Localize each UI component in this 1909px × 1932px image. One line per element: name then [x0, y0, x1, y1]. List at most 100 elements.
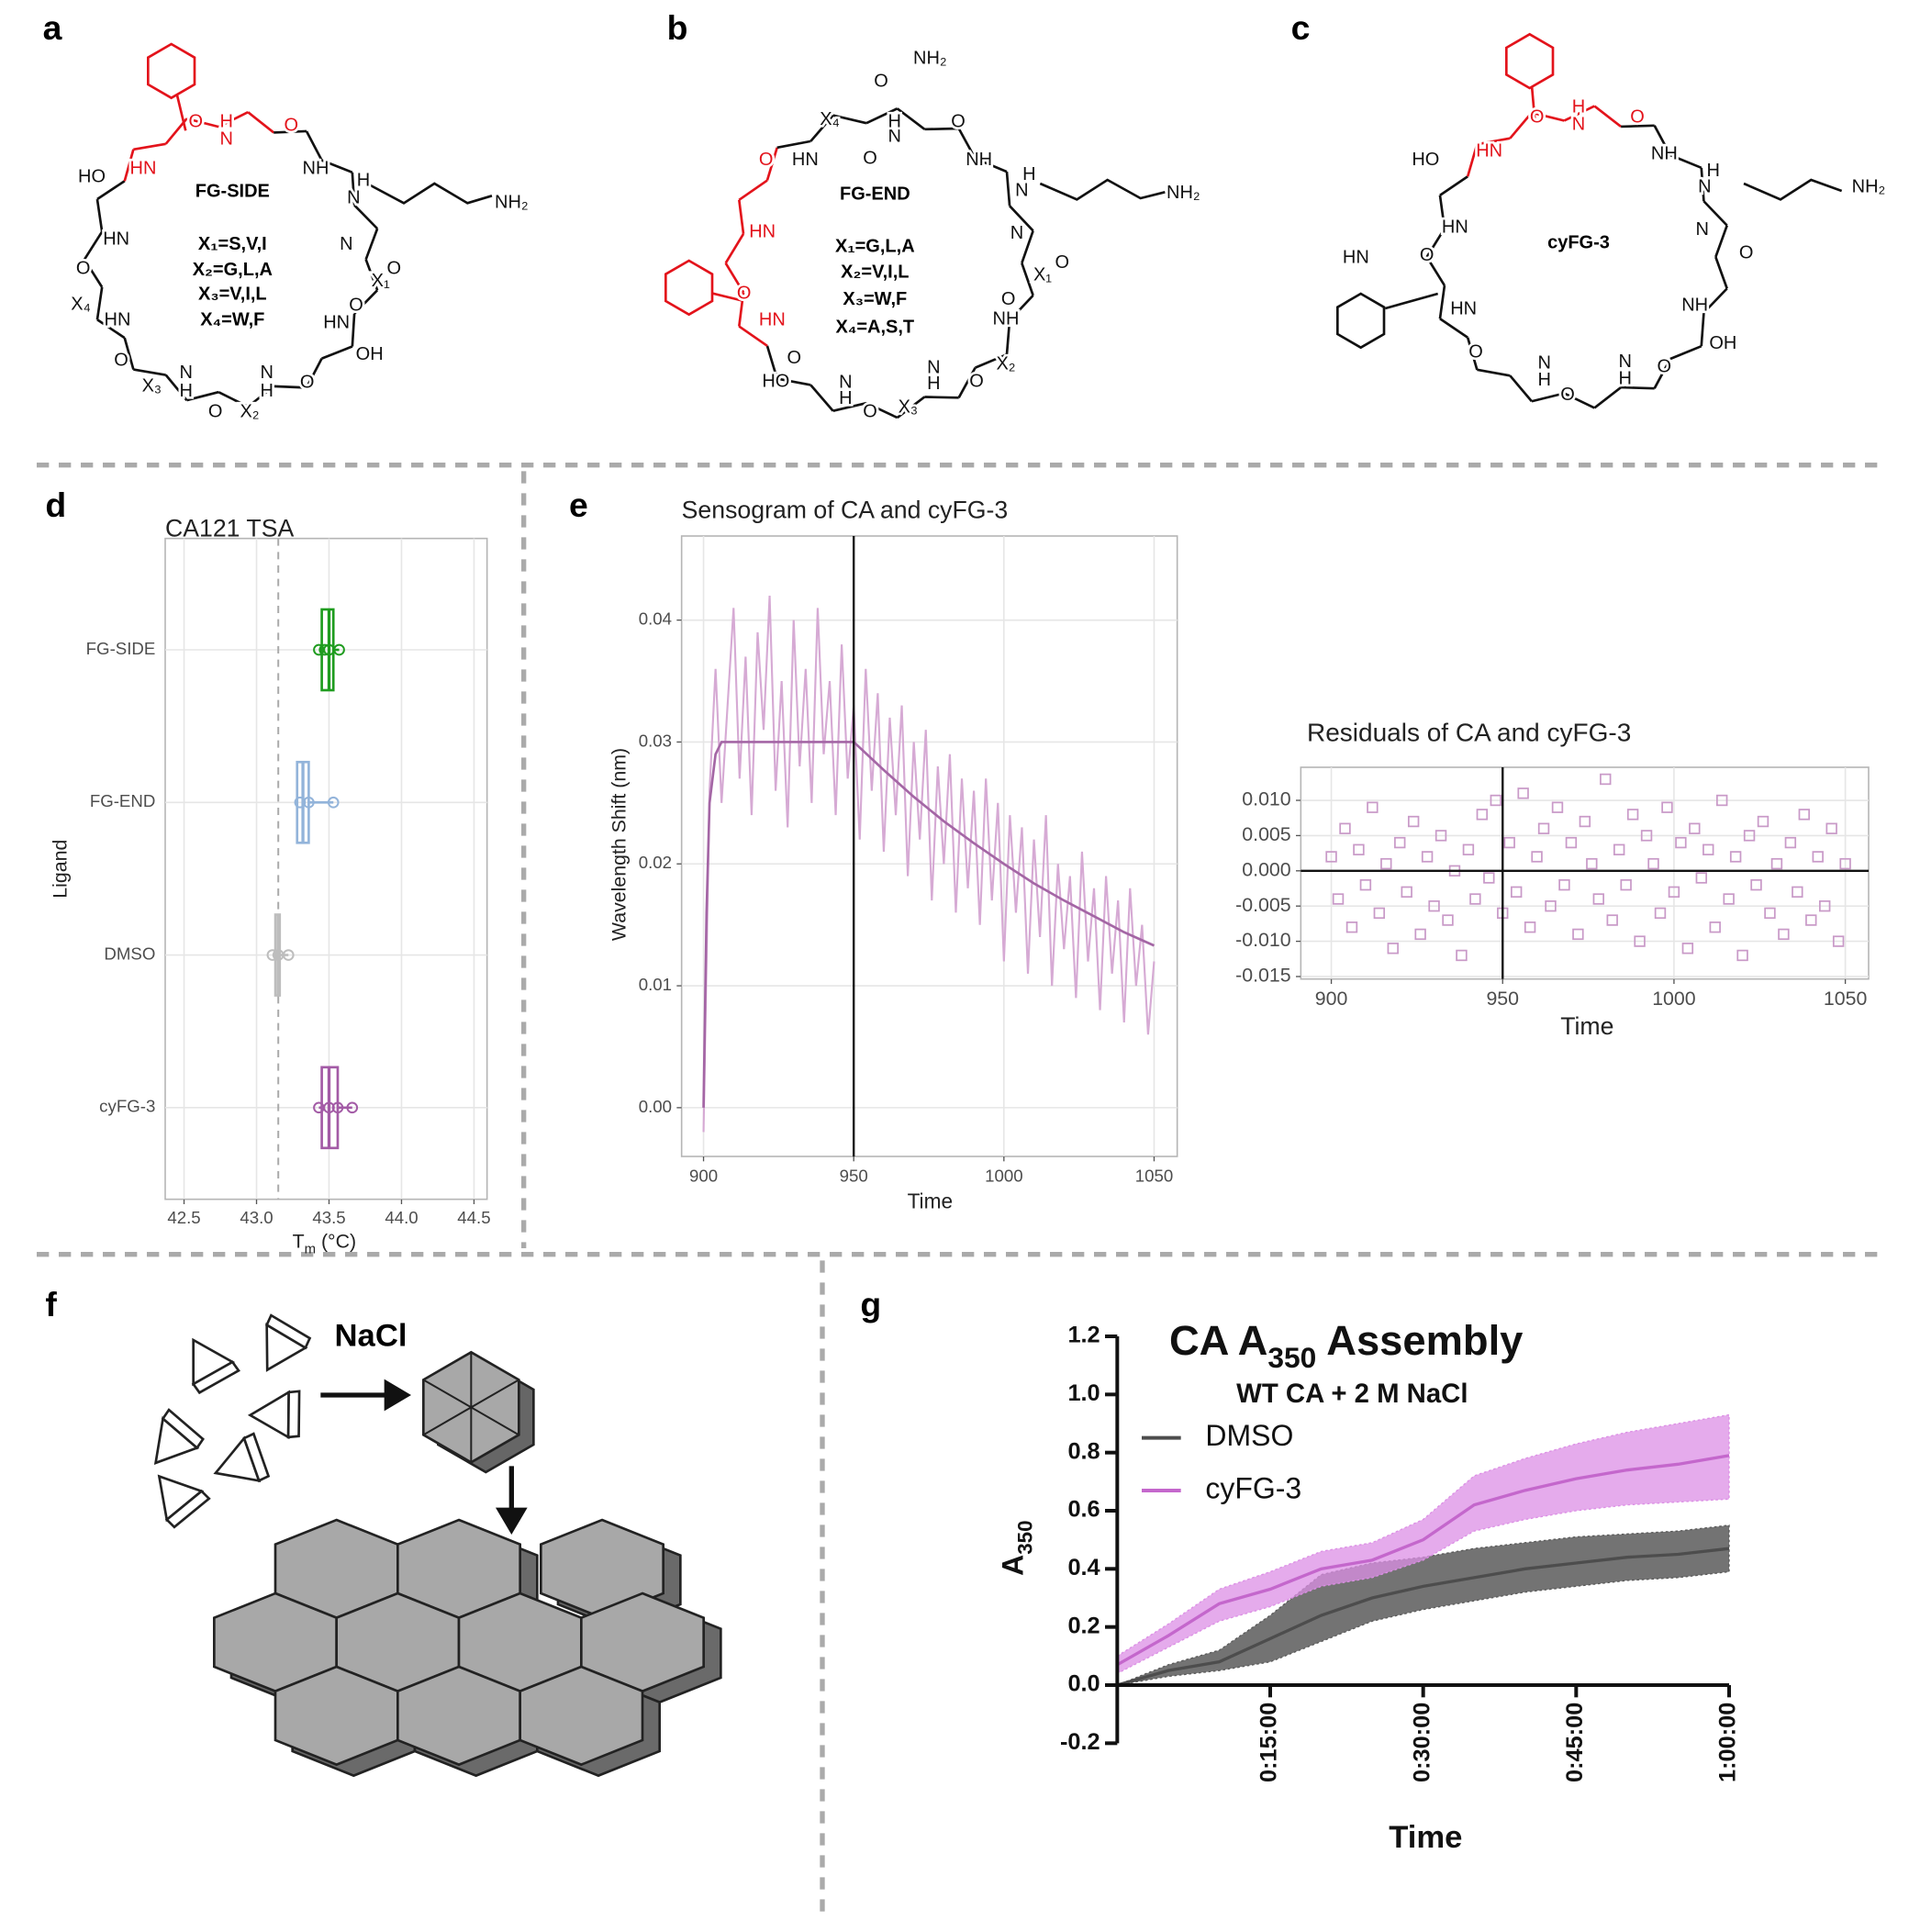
- atom-label: OH: [1709, 333, 1736, 353]
- ring-bond: [1021, 262, 1034, 296]
- ring-bond: [1621, 385, 1655, 390]
- subunit: [249, 1374, 320, 1443]
- ring-bond: [809, 384, 834, 412]
- line: [702, 741, 1155, 1108]
- y-tick-label: 0.0: [1067, 1671, 1100, 1697]
- point: [1620, 878, 1632, 891]
- ring-bond: [123, 149, 135, 182]
- substitution: X₂=G,L,A: [193, 260, 273, 280]
- point: [1729, 851, 1742, 863]
- point: [1600, 773, 1612, 786]
- ring-bond: [1509, 111, 1533, 140]
- atom-label: O: [300, 373, 315, 393]
- atom-label: NH₂: [1167, 183, 1200, 203]
- point: [1456, 949, 1468, 962]
- ring-bond: [95, 286, 104, 320]
- ring-bond: [1009, 294, 1034, 321]
- legend-label: cyFG-3: [1205, 1471, 1301, 1504]
- structure-name: FG-END: [840, 184, 910, 204]
- structure-name: cyFG-3: [1547, 233, 1610, 253]
- atom-label: OH: [356, 344, 384, 364]
- x-tick-label: 1050: [1135, 1167, 1174, 1186]
- subunit: [243, 1302, 315, 1371]
- atom-label: X₄: [71, 294, 91, 314]
- ring-bond: [737, 292, 745, 327]
- y-tick-label: 0.000: [1242, 858, 1291, 880]
- point: [1715, 794, 1728, 807]
- atom-label: X₄: [820, 109, 840, 129]
- chart-title: Sensogram of CA and cyFG-3: [682, 496, 1009, 523]
- ring-bond: [364, 259, 379, 291]
- atom-label: NH: [1681, 296, 1708, 316]
- x-tick-label: 0:45:00: [1562, 1703, 1588, 1782]
- point: [1654, 907, 1667, 920]
- atom-label: X₁: [372, 271, 390, 291]
- atom-label: HN: [105, 310, 131, 330]
- point: [1695, 872, 1707, 884]
- point: [331, 1101, 344, 1114]
- ring-bond: [975, 352, 1008, 369]
- ring-bond: [1714, 256, 1728, 289]
- point: [294, 796, 307, 809]
- atom-label: O: [863, 402, 877, 422]
- point: [1825, 822, 1837, 834]
- ring-bond: [1477, 368, 1511, 377]
- point: [327, 796, 340, 809]
- atom-label: HN: [1476, 141, 1502, 162]
- ring-bond: [1593, 385, 1622, 409]
- point: [1373, 907, 1386, 920]
- atom-label: O: [969, 371, 984, 391]
- atom-label: N: [1015, 180, 1028, 200]
- point: [1784, 836, 1797, 849]
- y-tick-label: FG-SIDE: [86, 639, 156, 658]
- x-tick-label: 44.5: [457, 1208, 490, 1227]
- atom-label: HN: [792, 150, 819, 170]
- lysine-chain: [366, 182, 493, 205]
- point: [1394, 836, 1406, 849]
- point: [1805, 914, 1817, 926]
- point: [1524, 921, 1536, 933]
- x-axis-title: Time: [1560, 1012, 1613, 1040]
- point: [1675, 836, 1687, 849]
- point: [1689, 822, 1701, 834]
- atom-label: NH₂: [495, 193, 529, 213]
- x-axis-title-part: T: [293, 1230, 305, 1252]
- ring-bond: [1714, 225, 1728, 258]
- chart-title-part: CA A: [1169, 1317, 1267, 1364]
- point: [1757, 815, 1769, 828]
- atom-label: N: [927, 358, 940, 378]
- ring-bond: [1531, 392, 1565, 403]
- ring-bond: [776, 377, 811, 386]
- ring-bond: [95, 198, 104, 232]
- point: [1401, 886, 1412, 899]
- atom-label: O: [1420, 245, 1435, 265]
- ring-bond: [274, 129, 307, 134]
- x-tick-label: 950: [1486, 988, 1519, 1010]
- ring-bond: [1531, 111, 1565, 122]
- atom-label: HN: [1343, 248, 1369, 268]
- substitution: X₂=V,I,L: [841, 262, 909, 283]
- panel-label: d: [45, 486, 66, 524]
- point: [1778, 928, 1790, 941]
- atom-label: H: [927, 374, 940, 394]
- atom-label: HO: [78, 167, 106, 187]
- ring-bond: [1009, 205, 1034, 232]
- x-axis-title-part: (°C): [316, 1230, 356, 1252]
- atom-label: O: [1055, 252, 1070, 273]
- ring-bond: [1021, 230, 1034, 264]
- point: [1537, 822, 1550, 834]
- y-tick-label: DMSO: [104, 944, 155, 963]
- atom-label: O: [285, 116, 299, 136]
- point: [1421, 851, 1434, 863]
- point: [1661, 801, 1673, 813]
- point: [1558, 878, 1570, 891]
- point: [1792, 886, 1803, 899]
- atom-label: H: [1618, 369, 1631, 389]
- panel-label: c: [1291, 8, 1311, 47]
- ring-bond: [1439, 318, 1468, 339]
- subunit: [158, 1467, 215, 1530]
- atom-label: N: [347, 187, 360, 207]
- point: [1832, 935, 1845, 947]
- atom-label: O: [1001, 289, 1016, 309]
- atom-label: N: [1010, 223, 1023, 243]
